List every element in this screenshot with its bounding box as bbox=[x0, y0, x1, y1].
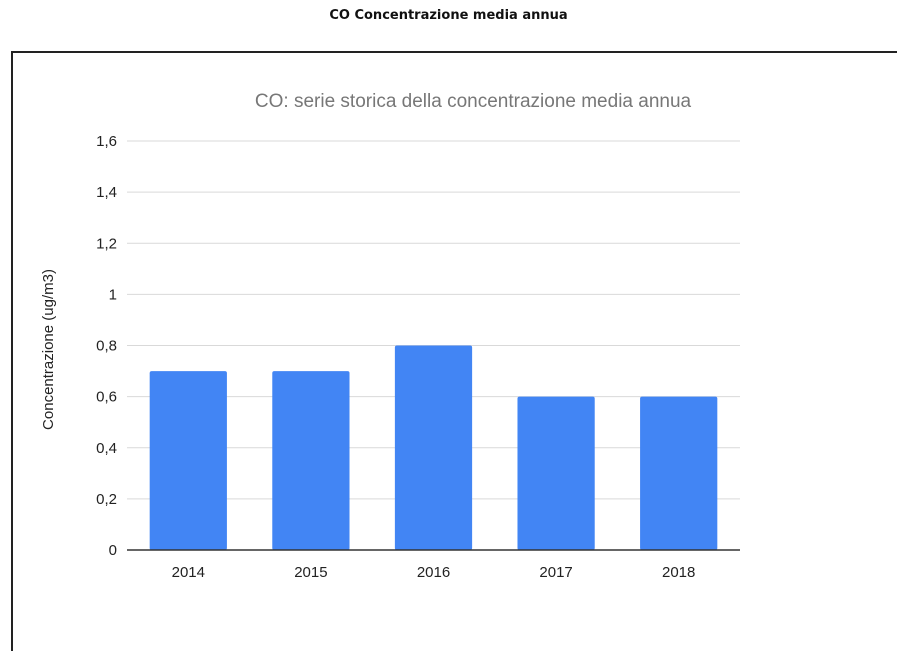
bar-2018 bbox=[640, 397, 717, 550]
x-tick-label: 2017 bbox=[539, 564, 572, 581]
bar-chart: 0 0,2 0,4 0,6 0,8 1 1,2 1,4 1,6 2014 2015 2016 2017… bbox=[13, 53, 897, 603]
y-tick-label: 0 bbox=[109, 542, 117, 559]
y-tick-label: 0,6 bbox=[96, 389, 117, 406]
bars: 2014 2015 2016 2017 2018 bbox=[150, 346, 718, 582]
y-tick-label: 1,2 bbox=[96, 235, 117, 252]
chart-title: CO: serie storica della concentrazione m… bbox=[255, 91, 692, 112]
x-tick-label: 2014 bbox=[172, 564, 205, 581]
x-tick-label: 2015 bbox=[294, 564, 327, 581]
y-tick-label: 0,2 bbox=[96, 491, 117, 508]
y-axis-title: Concentrazione (ug/m3) bbox=[40, 269, 57, 430]
bar-2014 bbox=[150, 371, 227, 550]
x-tick-label: 2016 bbox=[417, 564, 450, 581]
x-tick-label: 2018 bbox=[662, 564, 695, 581]
bar-2016 bbox=[395, 346, 472, 551]
chart-frame: 0 0,2 0,4 0,6 0,8 1 1,2 1,4 1,6 2014 2015 2016 2017… bbox=[11, 51, 897, 651]
y-tick-label: 1,4 bbox=[96, 184, 117, 201]
document-heading: CO Concentrazione media annua bbox=[0, 8, 897, 23]
y-tick-label: 1,6 bbox=[96, 133, 117, 150]
y-tick-label: 1 bbox=[109, 286, 117, 303]
y-tick-label: 0,4 bbox=[96, 440, 117, 457]
bar-2017 bbox=[517, 397, 594, 550]
y-tick-label: 0,8 bbox=[96, 338, 117, 355]
bar-2015 bbox=[272, 371, 349, 550]
